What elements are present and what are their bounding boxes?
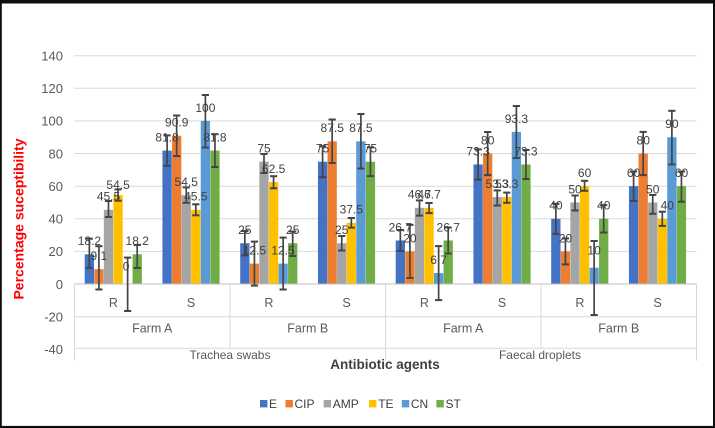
svg-text:60: 60 [578, 166, 592, 180]
svg-text:90: 90 [665, 117, 679, 131]
svg-text:0: 0 [56, 277, 63, 292]
svg-text:R: R [109, 296, 118, 310]
svg-text:75: 75 [257, 142, 271, 156]
svg-text:S: S [498, 296, 506, 310]
svg-text:87.5: 87.5 [321, 121, 345, 135]
svg-text:37.5: 37.5 [340, 203, 364, 217]
svg-text:R: R [575, 296, 584, 310]
svg-text:81.8: 81.8 [203, 131, 227, 145]
svg-text:40: 40 [661, 199, 675, 213]
svg-text:80: 80 [49, 146, 63, 161]
svg-text:50: 50 [568, 182, 582, 196]
svg-text:25: 25 [335, 223, 349, 237]
svg-text:45.5: 45.5 [184, 190, 208, 204]
svg-text:Farm A: Farm A [132, 321, 173, 335]
svg-text:87.5: 87.5 [349, 121, 373, 135]
svg-text:75: 75 [316, 142, 330, 156]
svg-text:93.3: 93.3 [505, 112, 529, 126]
svg-text:R: R [264, 296, 273, 310]
svg-text:S: S [187, 296, 195, 310]
svg-text:26.7: 26.7 [389, 220, 413, 234]
svg-text:40: 40 [549, 199, 563, 213]
svg-text:53.3: 53.3 [486, 177, 510, 191]
svg-text:6.7: 6.7 [430, 253, 447, 267]
svg-text:25: 25 [286, 223, 300, 237]
svg-text:40: 40 [597, 199, 611, 213]
svg-text:S: S [653, 296, 661, 310]
svg-text:46.7: 46.7 [408, 188, 432, 202]
svg-text:20: 20 [403, 231, 417, 245]
svg-text:60: 60 [49, 179, 63, 194]
svg-text:75: 75 [364, 142, 378, 156]
svg-text:46.7: 46.7 [417, 188, 441, 202]
svg-text:54.5: 54.5 [175, 175, 199, 189]
svg-text:Trachea swabs: Trachea swabs [190, 348, 271, 362]
svg-text:90.9: 90.9 [165, 116, 189, 130]
svg-text:-20: -20 [44, 309, 63, 324]
svg-text:E: E [269, 397, 277, 411]
svg-text:Farm A: Farm A [443, 321, 484, 335]
svg-text:TE: TE [378, 397, 393, 411]
svg-text:140: 140 [41, 49, 63, 64]
svg-text:54.5: 54.5 [106, 178, 130, 192]
svg-text:120: 120 [41, 81, 63, 96]
svg-text:80: 80 [637, 133, 651, 147]
svg-text:Farm B: Farm B [598, 321, 639, 335]
svg-text:26.7: 26.7 [437, 220, 461, 234]
svg-text:18.2: 18.2 [78, 234, 102, 248]
svg-text:100: 100 [41, 114, 63, 129]
svg-text:100: 100 [195, 101, 215, 115]
svg-text:73.3: 73.3 [466, 144, 490, 158]
svg-text:AMP: AMP [333, 397, 359, 411]
svg-text:CN: CN [411, 397, 428, 411]
svg-text:40: 40 [49, 212, 63, 227]
svg-text:80: 80 [481, 133, 495, 147]
svg-text:20: 20 [559, 231, 573, 245]
svg-text:-40: -40 [44, 342, 63, 357]
svg-text:Farm B: Farm B [287, 321, 328, 335]
svg-text:0: 0 [123, 260, 130, 274]
svg-text:50: 50 [646, 182, 660, 196]
svg-text:10: 10 [587, 243, 601, 257]
svg-text:20: 20 [49, 244, 63, 259]
svg-text:9.1: 9.1 [91, 249, 108, 263]
svg-text:Antibiotic agents: Antibiotic agents [330, 357, 440, 372]
svg-text:ST: ST [446, 397, 462, 411]
svg-text:73.3: 73.3 [514, 144, 538, 158]
svg-text:12.5: 12.5 [243, 244, 267, 258]
svg-text:53.3: 53.3 [495, 177, 519, 191]
svg-text:18.2: 18.2 [126, 234, 150, 248]
svg-text:CIP: CIP [295, 397, 315, 411]
svg-text:Percentage suceptibility: Percentage suceptibility [11, 138, 27, 299]
svg-text:60: 60 [675, 166, 689, 180]
svg-text:60: 60 [627, 166, 641, 180]
svg-text:62.5: 62.5 [262, 162, 286, 176]
svg-text:S: S [342, 296, 350, 310]
svg-text:Faecal droplets: Faecal droplets [499, 348, 581, 362]
svg-text:R: R [420, 296, 429, 310]
svg-text:25: 25 [238, 223, 252, 237]
svg-text:45.5: 45.5 [97, 190, 121, 204]
svg-text:81.8: 81.8 [155, 131, 179, 145]
svg-text:12.5: 12.5 [271, 244, 295, 258]
